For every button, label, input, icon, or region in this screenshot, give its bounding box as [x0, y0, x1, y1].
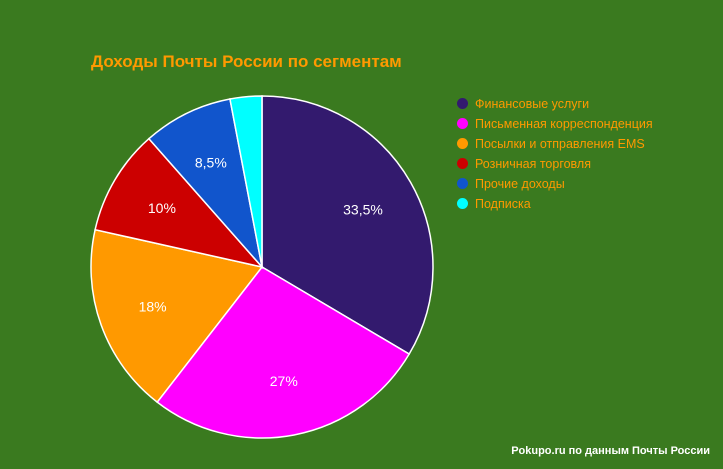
legend-item[interactable]: Посылки и отправления EMS — [457, 135, 657, 153]
legend-swatch — [457, 178, 468, 189]
legend-swatch — [457, 158, 468, 169]
slice-label: 33,5% — [343, 201, 383, 217]
legend-item[interactable]: Розничная торговля — [457, 155, 657, 173]
pie-slice[interactable] — [261, 95, 434, 356]
legend-item[interactable]: Прочие доходы — [457, 175, 657, 193]
pie-slice[interactable] — [90, 228, 264, 404]
source-note: Pokupo.ru по данным Почты России — [511, 445, 710, 457]
slice-label: 27% — [270, 373, 298, 389]
legend: Финансовые услуги Письменная корреспонде… — [457, 95, 657, 215]
slice-label: 18% — [139, 298, 167, 314]
legend-swatch — [457, 138, 468, 149]
legend-swatch — [457, 98, 468, 109]
legend-label: Письменная корреспонденция — [475, 117, 653, 131]
pie-slice[interactable] — [229, 95, 263, 268]
slice-label: 8,5% — [195, 155, 227, 171]
legend-label: Прочие доходы — [475, 177, 565, 191]
legend-item[interactable]: Подписка — [457, 195, 657, 213]
legend-item[interactable]: Письменная корреспонденция — [457, 115, 657, 133]
legend-label: Финансовые услуги — [475, 97, 590, 111]
legend-label: Посылки и отправления EMS — [475, 137, 645, 151]
slice-label: 10% — [148, 200, 176, 216]
legend-label: Подписка — [475, 197, 531, 211]
legend-swatch — [457, 198, 468, 209]
chart-title: Доходы Почты России по сегментам — [91, 52, 402, 71]
legend-label: Розничная торговля — [475, 157, 591, 171]
legend-swatch — [457, 118, 468, 129]
pie-slice[interactable] — [156, 266, 411, 439]
pie-slice[interactable] — [94, 137, 265, 269]
pie-slice[interactable] — [147, 98, 264, 270]
legend-item[interactable]: Финансовые услуги — [457, 95, 657, 113]
